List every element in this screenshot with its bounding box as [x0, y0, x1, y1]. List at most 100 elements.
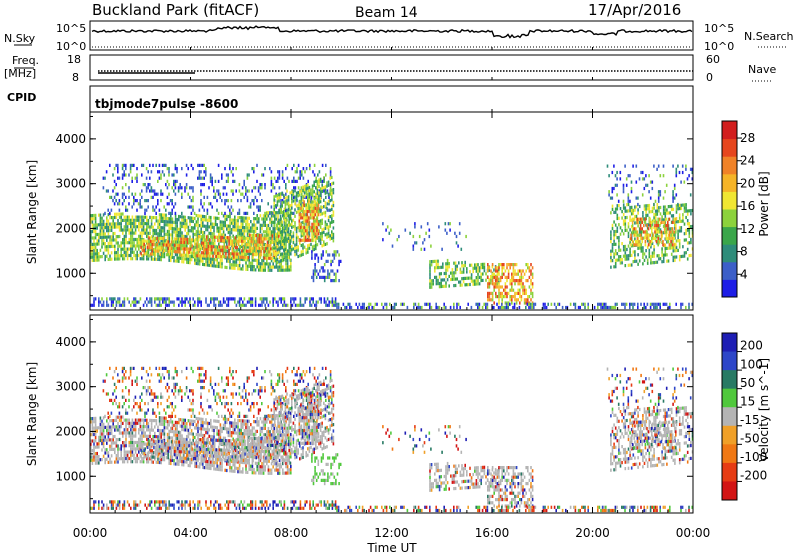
power-cell [235, 222, 238, 226]
power-cell [316, 209, 318, 214]
power-cell [289, 232, 291, 237]
power-cell [123, 173, 125, 177]
power-cell [199, 254, 202, 258]
power-cell [167, 240, 170, 244]
power-cell [616, 258, 619, 262]
power-cell [258, 265, 260, 269]
power-cell [629, 174, 631, 178]
power-cell [145, 252, 147, 256]
power-cell [304, 238, 307, 242]
power-cell [106, 300, 108, 304]
power-cell [323, 279, 326, 283]
power-cell [200, 243, 202, 247]
power-cell [259, 205, 261, 209]
power-cell [648, 210, 651, 214]
power-cell [189, 261, 191, 265]
power-cell [511, 288, 513, 292]
power-cell [321, 179, 324, 183]
power-cell [109, 211, 111, 215]
power-cell [214, 258, 217, 262]
velocity-cell [278, 500, 281, 504]
power-cell [254, 258, 257, 262]
power-cell [139, 192, 141, 196]
power-cell [252, 233, 254, 237]
power-cell [281, 173, 284, 177]
power-cell [110, 244, 113, 248]
power-cell [286, 252, 289, 256]
power-cell [174, 227, 177, 231]
power-cell [297, 248, 299, 252]
power-cell [281, 223, 283, 227]
power-cell [668, 230, 671, 234]
power-cell [195, 233, 198, 237]
power-cell [312, 170, 314, 174]
power-cell [122, 303, 124, 307]
power-cell [195, 213, 198, 218]
power-cell [302, 176, 305, 180]
power-cell [218, 248, 220, 253]
power-cell [272, 211, 274, 215]
power-cell [300, 225, 302, 230]
power-cell [304, 235, 307, 239]
velocity-cell [102, 503, 105, 507]
power-cell [205, 224, 207, 228]
power-cell [224, 199, 226, 203]
power-cell [311, 200, 313, 204]
power-cell [181, 237, 184, 241]
power-cell [168, 303, 170, 307]
power-cell [144, 199, 146, 203]
power-cell [125, 221, 127, 226]
power-cell [509, 279, 511, 283]
power-cell [238, 297, 241, 301]
power-cell [113, 195, 116, 199]
power-ytick-label: 1000 [55, 266, 86, 280]
velocity-cell [115, 506, 118, 510]
power-cell [291, 235, 293, 239]
power-cell [303, 225, 305, 230]
power-cell [253, 229, 255, 233]
power-cell [104, 176, 106, 180]
power-cell [270, 223, 273, 228]
power-colorbar-swatch [722, 279, 737, 298]
power-cell [232, 225, 234, 229]
power-cell [285, 210, 287, 215]
power-cell [99, 219, 102, 224]
power-cell [332, 191, 335, 195]
velocity-cell [163, 500, 166, 504]
power-cell [512, 305, 514, 310]
power-cell [188, 237, 190, 242]
power-cell [148, 236, 150, 240]
power-cell [287, 252, 290, 256]
velocity-cell [234, 503, 236, 507]
power-cell [254, 268, 257, 272]
power-cell [213, 225, 215, 230]
power-cell [653, 206, 655, 210]
power-cell [414, 222, 416, 226]
power-cell [197, 300, 199, 304]
power-cell [302, 243, 304, 247]
power-cell [282, 214, 284, 218]
power-cell [215, 248, 218, 252]
power-cell [158, 176, 161, 180]
power-cell [154, 252, 157, 256]
power-cell [333, 300, 335, 304]
power-cell [166, 167, 169, 171]
power-cell [238, 183, 241, 187]
power-cell [245, 243, 248, 247]
power-cell [624, 222, 627, 226]
power-cell [681, 302, 684, 306]
power-cell [278, 199, 280, 203]
power-cell [209, 179, 212, 183]
power-cell [99, 232, 102, 236]
power-cell [115, 183, 117, 187]
power-cell [613, 210, 615, 214]
power-cell [272, 220, 274, 224]
power-cell [680, 305, 682, 310]
power-cell [269, 167, 271, 171]
power-cell [155, 232, 158, 236]
power-cell [456, 277, 458, 281]
power-cell [213, 261, 215, 265]
power-cell [303, 238, 305, 242]
power-cell [646, 213, 649, 217]
power-cell [106, 222, 108, 226]
